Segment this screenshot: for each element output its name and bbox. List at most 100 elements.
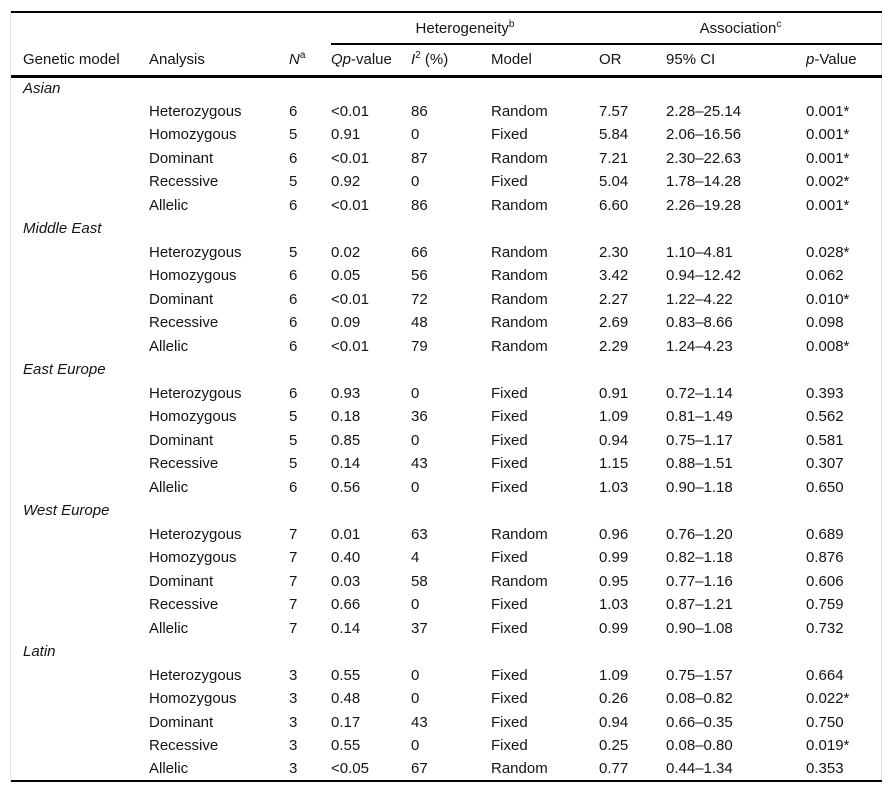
p-value-cell: 0.664: [806, 666, 844, 684]
or-cell: 0.94: [599, 713, 629, 731]
n-cell: 6: [289, 384, 298, 402]
n-cell: 7: [289, 596, 298, 614]
i2-cell: 0: [411, 666, 420, 684]
analysis-cell: Heterozygous: [149, 384, 242, 402]
col-header-p-value: p-Value: [806, 44, 883, 78]
analysis-cell: Homozygous: [149, 549, 237, 567]
column-header-row: Genetic model Analysis Na Qp-value I2 (%…: [11, 44, 883, 78]
model-cell: Fixed: [491, 596, 528, 614]
model-cell: Random: [491, 760, 548, 778]
model-cell: Random: [491, 102, 548, 120]
or-cell: 6.60: [599, 196, 629, 214]
i2-cell: 67: [411, 760, 428, 778]
p-value-cell: 0.062: [806, 267, 844, 285]
or-cell: 7.21: [599, 149, 629, 167]
model-cell: Random: [491, 525, 548, 543]
section-row: Asian: [11, 76, 882, 100]
n-cell: 7: [289, 619, 298, 637]
p-value-cell: 0.098: [806, 314, 844, 332]
table-row: Allelic 6 <0.01 86 Random 6.60 2.26–19.28 0.001…: [11, 194, 882, 218]
i2-cell: 86: [411, 196, 428, 214]
association-label: Association: [699, 19, 777, 37]
analysis-cell: Homozygous: [149, 126, 237, 144]
section-label: Middle East: [23, 220, 102, 238]
n-cell: 5: [289, 173, 298, 191]
genetic-model-cell: [11, 664, 149, 688]
ci-cell: 0.90–1.08: [666, 619, 733, 637]
qp-value-cell: 0.56: [331, 478, 361, 496]
ci-cell: 0.81–1.49: [666, 408, 733, 426]
ci-cell: 0.87–1.21: [666, 596, 733, 614]
section-label: Latin: [23, 643, 56, 661]
n-cell: 5: [289, 455, 298, 473]
analysis-cell: Heterozygous: [149, 666, 242, 684]
or-cell: 0.25: [599, 737, 629, 755]
genetic-model-cell: [11, 593, 149, 617]
qp-value-cell: <0.01: [331, 196, 369, 214]
genetic-model-cell: [11, 405, 149, 429]
genetic-model-cell: [11, 452, 149, 476]
qp-value-cell: <0.01: [331, 337, 369, 355]
p-value-cell: 0.307: [806, 455, 844, 473]
p-value-cell: 0.689: [806, 525, 844, 543]
n-cell: 6: [289, 337, 298, 355]
genetic-model-cell: [11, 711, 149, 735]
table-row: Homozygous 3 0.48 0 Fixed 0.26 0.08–0.82 0.022*: [11, 687, 882, 711]
n-cell: 5: [289, 126, 298, 144]
or-cell: 3.42: [599, 267, 629, 285]
table-row: Recessive 5 0.14 43 Fixed 1.15 0.88–1.51 0.307: [11, 452, 882, 476]
analysis-cell: Dominant: [149, 290, 214, 308]
ci-cell: 0.44–1.34: [666, 760, 733, 778]
genetic-model-cell: [11, 194, 149, 218]
ci-cell: 0.75–1.57: [666, 666, 733, 684]
model-cell: Random: [491, 314, 548, 332]
qp-value-cell: <0.01: [331, 149, 369, 167]
model-cell: Random: [491, 337, 548, 355]
table-row: Heterozygous 3 0.55 0 Fixed 1.09 0.75–1.57 0.66…: [11, 664, 882, 688]
i2-cell: 0: [411, 173, 420, 191]
or-cell: 0.77: [599, 760, 629, 778]
i2-cell: 43: [411, 713, 428, 731]
p-value-cell: 0.019*: [806, 737, 850, 755]
table-row: Allelic 6 <0.01 79 Random 2.29 1.24–4.23 0.008*: [11, 335, 882, 359]
p-value-cell: 0.001*: [806, 102, 850, 120]
genetic-model-cell: [11, 429, 149, 453]
ci-cell: 0.08–0.80: [666, 737, 733, 755]
genetic-model-cell: [11, 147, 149, 171]
qp-value-cell: 0.14: [331, 619, 361, 637]
model-cell: Random: [491, 149, 548, 167]
qp-value-cell: 0.92: [331, 173, 361, 191]
table-body: Asian Heterozygous 6 <0.01 86 Random 7.57 2.28–…: [11, 76, 882, 781]
i2-cell: 0: [411, 431, 420, 449]
n-cell: 6: [289, 102, 298, 120]
qp-value-cell: 0.17: [331, 713, 361, 731]
model-cell: Fixed: [491, 690, 528, 708]
n-cell: 5: [289, 243, 298, 261]
p-value-cell: 0.028*: [806, 243, 850, 261]
genetic-model-cell: [11, 476, 149, 500]
meta-analysis-table: Heterogeneityb Associationc Genetic mode…: [11, 11, 883, 782]
ci-cell: 2.06–16.56: [666, 126, 742, 144]
i2-cell: 63: [411, 525, 428, 543]
p-value-cell: 0.022*: [806, 690, 850, 708]
i2-cell: 43: [411, 455, 428, 473]
i2-cell: 0: [411, 384, 420, 402]
section-label: East Europe: [23, 361, 106, 379]
p-value-cell: 0.759: [806, 596, 844, 614]
section-row: West Europe: [11, 499, 882, 523]
model-cell: Random: [491, 290, 548, 308]
or-cell: 0.26: [599, 690, 629, 708]
section-label: Asian: [23, 80, 61, 97]
genetic-model-cell: [11, 523, 149, 547]
col-header-qp-value: Qp-value: [331, 44, 411, 78]
n-cell: 3: [289, 713, 298, 731]
model-cell: Fixed: [491, 713, 528, 731]
or-cell: 1.15: [599, 455, 629, 473]
ci-cell: 0.82–1.18: [666, 549, 733, 567]
table-row: Dominant 3 0.17 43 Fixed 0.94 0.66–0.35 0.750: [11, 711, 882, 735]
ci-cell: 0.83–8.66: [666, 314, 733, 332]
model-cell: Fixed: [491, 408, 528, 426]
i2-cell: 0: [411, 596, 420, 614]
genetic-model-cell: [11, 335, 149, 359]
model-cell: Fixed: [491, 455, 528, 473]
